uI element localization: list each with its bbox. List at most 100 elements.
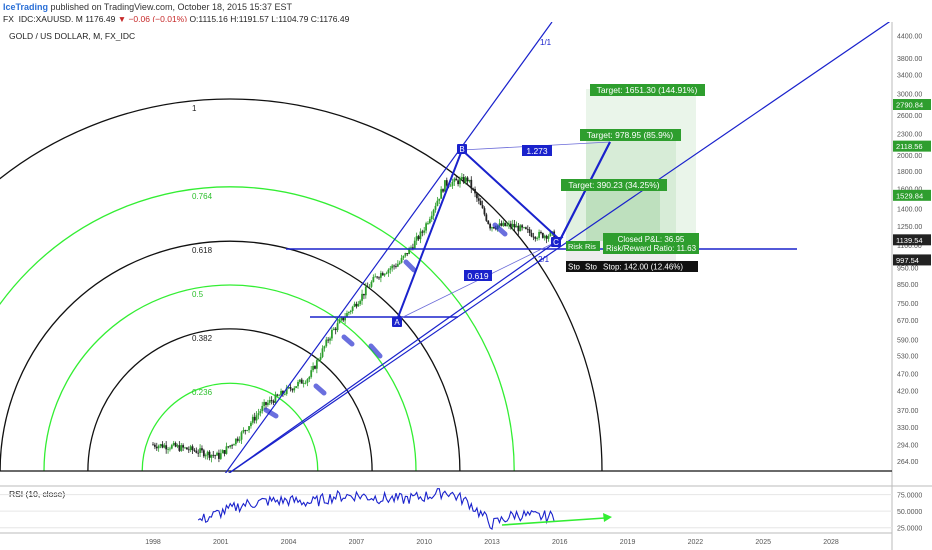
candle-body [327,339,330,341]
candle-body [278,395,281,397]
price-tick-label: 1800.00 [897,169,922,176]
candle-body [295,386,298,388]
price-axis[interactable]: 4400.00 3800.00 3400.00 3000.00 2600.00 2300.… [897,34,922,466]
stop-label: Sto [585,263,598,272]
pnl-box: Closed P&L: 36.95 Risk/Reward Ratio: 11.… [566,233,699,254]
ratio-label: 1.273 [526,146,548,156]
ratio-1273: 1.273 [522,145,552,156]
candle-body [502,222,505,226]
candle-body [391,265,394,269]
fib-arc-label: 0.5 [192,290,204,299]
time-axis[interactable]: 1998 2001 2004 2007 2010 2013 2016 2019 2022 2025… [145,539,839,546]
candle-body [159,444,162,446]
candle-body [361,293,363,301]
candle-body [417,236,420,240]
candle-body [219,453,222,459]
candle-body [225,446,228,454]
fan-line-lower [228,236,564,473]
candle-body [472,188,475,190]
last-price: 1176.49 [85,14,116,24]
candle-body [189,446,192,451]
candle-body [400,257,403,263]
candle-body [504,222,507,226]
fib-arc-label: 1 [192,104,197,113]
fan-label-1x1: 1/1 [540,38,552,47]
rsi-arrow-head [603,513,612,522]
candle-body [251,416,254,423]
rsi-trend-arrow [501,517,606,526]
price-tick-label: 420.00 [897,389,919,396]
candle-body [238,439,241,441]
candle-body [476,193,478,199]
candle-body [206,451,209,456]
candle-body [332,328,335,330]
candle-body [161,444,164,448]
stop-box: Sto Sto Stop: 142.00 (12.46%) [566,261,698,272]
stop-label: Sto [568,263,581,272]
candle-body [167,448,169,450]
candle-body [282,390,284,394]
candle-body [178,445,181,451]
candle-body [506,224,508,226]
candle-body [370,281,373,287]
candle-body [543,235,546,238]
price-tick-label: 750.00 [897,301,919,308]
candle-body [389,268,392,270]
candle-body [427,223,429,224]
candle-body [351,306,354,311]
candle-body [234,438,237,445]
time-tick-label: 2028 [823,539,839,546]
target-3: Target: 390.23 (34.25%) [561,179,667,191]
fib-arc [0,98,603,472]
candle-body [312,366,314,371]
candle-body [299,379,301,382]
candle-body [525,227,527,229]
rsi-tick-label: 75.0000 [897,493,922,500]
rsi-title: RSI (10, close) [9,489,65,499]
price-tag [893,234,931,246]
brand-link[interactable]: IceTrading [3,2,49,12]
price-change: ▼ −0.06 (−0.01%) [117,14,188,24]
candle-body [359,300,362,304]
candle-body [349,310,352,313]
candle-body [511,223,514,227]
candle-body [470,179,473,189]
publish-header: IceTrading published on TradingView.com,… [3,2,292,12]
candle-body [432,209,435,216]
point-c-label: C [553,238,559,247]
trend-marker [341,334,355,347]
candle-body [152,444,154,446]
candle-body [287,387,290,388]
pnl-badge [603,233,699,254]
candle-body [442,189,444,192]
candle-body [289,387,292,389]
candle-body [428,219,431,224]
candle-body [462,177,465,183]
price-tag [893,189,931,201]
candle-body [169,448,171,450]
candle-body [413,240,416,249]
candle-body [515,225,518,228]
candle-body [310,370,313,377]
candle-body [291,388,294,391]
candle-body [491,227,493,229]
candle-body [186,447,188,450]
candle-body [536,237,539,239]
point-b-badge [457,144,467,154]
candle-body [336,323,339,331]
candle-body [457,180,459,185]
candle-body [468,179,471,182]
price-tick-label: 530.00 [897,353,919,360]
candle-body [483,208,486,215]
candle-body [270,400,273,402]
candle-body [508,223,510,225]
price-tick-label: 3400.00 [897,73,922,80]
price-tag-label: 2118.56 [896,142,923,151]
candle-body [479,200,482,206]
candle-body [338,320,341,324]
candle-body [199,448,201,454]
candle-body [248,426,250,431]
price-tick-label: 2300.00 [897,132,922,139]
stop-badge [566,261,698,272]
